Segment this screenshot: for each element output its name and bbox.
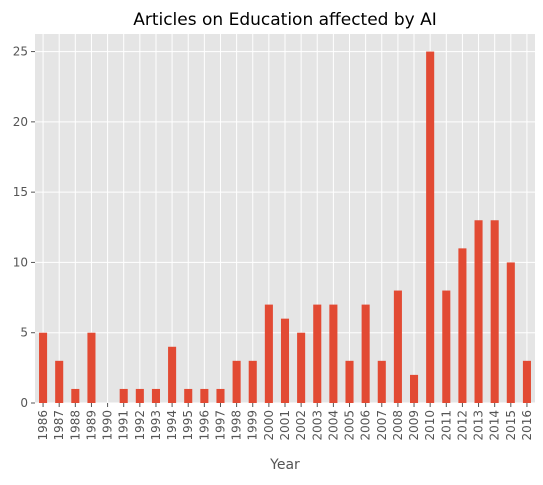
bar-2004 — [329, 304, 338, 403]
bar-2014 — [490, 220, 499, 403]
x-tick-label: 2013 — [472, 410, 486, 441]
chart-title: Articles on Education affected by AI — [133, 10, 437, 30]
bar-2010 — [426, 51, 435, 403]
x-tick-label: 1995 — [181, 410, 195, 441]
x-tick-label: 1997 — [213, 410, 227, 441]
x-tick-label: 2004 — [326, 410, 340, 441]
x-tick-label: 1994 — [165, 410, 179, 441]
bar-2001 — [280, 318, 290, 403]
x-tick-label: 2002 — [294, 410, 308, 441]
bar-2003 — [313, 304, 322, 403]
bar-1987 — [55, 360, 64, 403]
x-tick-label: 2014 — [488, 410, 502, 441]
bar-1996 — [200, 388, 209, 403]
x-tick-label: 2003 — [310, 410, 324, 441]
y-tick-label: 0 — [20, 396, 28, 410]
x-tick-label: 1987 — [52, 410, 66, 441]
x-tick-label: 1993 — [149, 410, 163, 441]
bar-2005 — [345, 360, 354, 403]
x-tick-label: 1988 — [68, 410, 82, 441]
bar-2006 — [361, 304, 370, 403]
x-tick-label: 1991 — [117, 410, 131, 441]
bar-2007 — [377, 360, 386, 403]
x-tick-label: 2015 — [504, 410, 518, 441]
x-tick-label: 2016 — [520, 410, 534, 441]
bar-1991 — [119, 388, 128, 403]
x-tick-label: 1990 — [101, 410, 115, 441]
x-tick-label: 2007 — [375, 410, 389, 441]
x-axis-label: Year — [269, 457, 300, 473]
bar-2011 — [442, 290, 451, 403]
y-axis-ticks: 0 5 10 15 20 25 — [13, 45, 35, 410]
y-tick-label: 5 — [20, 326, 28, 340]
bar-series — [39, 51, 531, 403]
x-tick-label: 1996 — [197, 410, 211, 441]
bar-1988 — [71, 388, 80, 403]
x-tick-label: 2008 — [391, 410, 405, 441]
x-tick-label: 2005 — [343, 410, 357, 441]
bar-2002 — [297, 332, 306, 403]
x-tick-label: 1986 — [36, 410, 50, 441]
y-tick-label: 10 — [13, 255, 28, 269]
bar-2008 — [393, 290, 402, 403]
bar-1993 — [151, 388, 160, 403]
x-tick-label: 2001 — [278, 410, 292, 441]
x-tick-label: 1989 — [84, 410, 98, 441]
bar-2012 — [458, 248, 467, 403]
x-tick-label: 1998 — [230, 410, 244, 441]
bar-2015 — [506, 262, 515, 403]
bar-2013 — [474, 220, 483, 403]
y-tick-label: 20 — [13, 115, 28, 129]
bar-1995 — [184, 388, 193, 403]
bar-2000 — [264, 304, 273, 403]
x-tick-label: 2010 — [423, 410, 437, 441]
x-tick-label: 2011 — [439, 410, 453, 441]
bar-1994 — [168, 346, 177, 403]
bar-1997 — [216, 388, 225, 403]
y-tick-label: 15 — [13, 185, 28, 199]
bar-1986 — [39, 332, 48, 403]
y-tick-label: 25 — [13, 45, 28, 59]
x-tick-label: 2009 — [407, 410, 421, 441]
bar-2016 — [522, 360, 531, 403]
bar-1999 — [248, 360, 257, 403]
x-tick-label: 2000 — [262, 410, 276, 441]
bar-1992 — [135, 388, 144, 403]
bar-1989 — [87, 332, 96, 403]
x-tick-label: 1999 — [246, 410, 260, 441]
x-tick-label: 2012 — [455, 410, 469, 441]
bar-2009 — [410, 374, 419, 403]
bar-1998 — [232, 360, 241, 403]
x-tick-label: 1992 — [133, 410, 147, 441]
x-tick-label: 2006 — [359, 410, 373, 441]
x-axis-ticks: 1986 1987 1988 1989 1990 1991 1992 1993 1994 1995… — [36, 403, 534, 441]
